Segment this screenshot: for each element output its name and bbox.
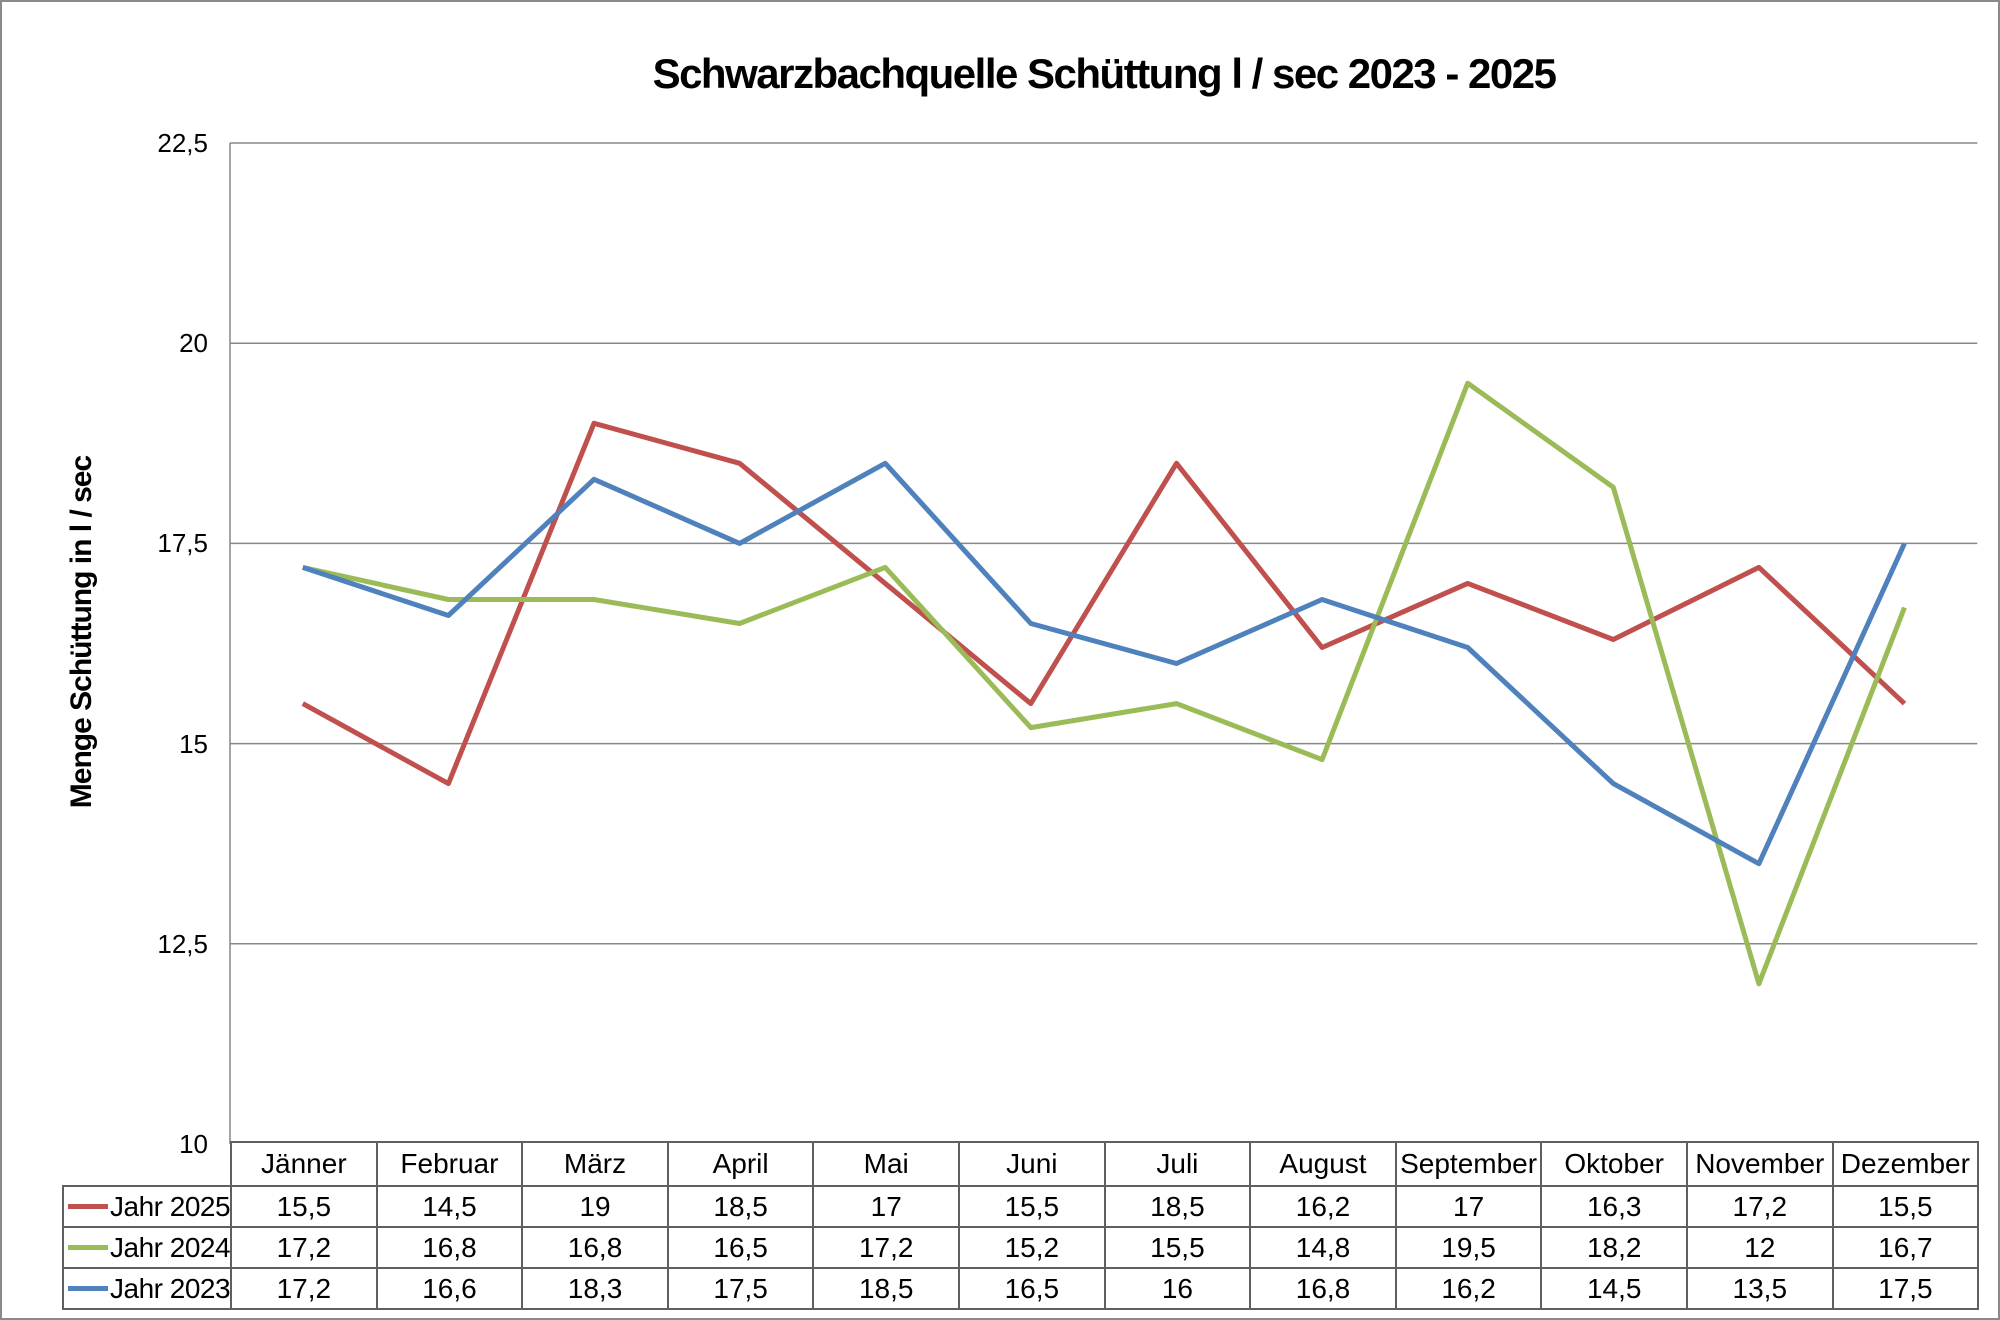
value-cell: 18,3 (521, 1267, 669, 1310)
series-name-cell: Jahr 2025 (61, 1185, 233, 1228)
value-cell: 18,5 (1103, 1185, 1252, 1228)
y-axis-tick-label: 22,5 (157, 128, 208, 158)
month-header-cell: August (1249, 1141, 1397, 1187)
value-cell: 19,5 (1394, 1226, 1543, 1269)
month-header-row: Jänner Februar März April Mai Juni Juli August S… (63, 1141, 1980, 1187)
value-cell: 15,2 (958, 1226, 1106, 1269)
month-header-cell: Oktober (1540, 1141, 1688, 1187)
value-cell: 19 (521, 1185, 669, 1228)
value-cell: 16,8 (375, 1226, 524, 1269)
value-cell: 17,5 (666, 1267, 815, 1310)
value-cell: 15,5 (958, 1185, 1106, 1228)
series-name-cell: Jahr 2024 (61, 1226, 233, 1269)
month-header-cell: Dezember (1831, 1141, 1980, 1187)
value-cell: 17,2 (230, 1226, 378, 1269)
value-cell: 14,5 (375, 1185, 524, 1228)
chart-title: Schwarzbachquelle Schüttung l / sec 2023… (652, 50, 1557, 97)
month-header-cell: Jänner (230, 1141, 378, 1187)
month-header-cell: April (666, 1141, 815, 1187)
series-row-jahr-2025: Jahr 2025 15,5 14,5 19 18,5 17 15,5 18,5 16,2 17 1… (61, 1185, 1980, 1228)
value-cell: 17,2 (1685, 1185, 1834, 1228)
value-cell: 17 (812, 1185, 961, 1228)
month-header-cell: Mai (812, 1141, 961, 1187)
value-cell: 16,5 (666, 1226, 815, 1269)
data-table-wrap: Jänner Februar März April Mai Juni Juli August S… (61, 1141, 1980, 1310)
series-row-jahr-2024: Jahr 2024 17,2 16,8 16,8 16,5 17,2 15,2 15,5 14,… (61, 1226, 1980, 1269)
month-header-cell: Februar (375, 1141, 524, 1187)
value-cell: 12 (1685, 1226, 1834, 1269)
legend-key-jahr-2025 (68, 1203, 108, 1209)
month-header-cell: November (1685, 1141, 1834, 1187)
value-cell: 16,3 (1540, 1185, 1688, 1228)
month-header-cell: März (521, 1141, 669, 1187)
table-corner-cell (63, 1142, 231, 1186)
value-cell: 16,8 (1249, 1267, 1397, 1310)
y-axis-tick-label: 17,5 (157, 528, 208, 559)
series-name-label: Jahr 2024 (110, 1231, 231, 1263)
value-cell: 16,2 (1394, 1267, 1543, 1310)
value-cell: 16,7 (1831, 1226, 1980, 1269)
series-name-cell: Jahr 2023 (61, 1267, 233, 1310)
value-cell: 15,5 (1831, 1185, 1980, 1228)
series-line-jahr-2024 (302, 380, 1907, 987)
value-cell: 17,2 (812, 1226, 961, 1269)
value-cell: 18,2 (1540, 1226, 1688, 1269)
value-cell: 16 (1103, 1267, 1252, 1310)
data-table: Jänner Februar März April Mai Juni Juli August S… (61, 1141, 1980, 1310)
value-cell: 15,5 (1103, 1226, 1252, 1269)
y-axis-tick-label: 10 (179, 1129, 208, 1159)
y-axis-tick-label: 12,5 (157, 928, 208, 959)
series-name-label: Jahr 2025 (110, 1190, 231, 1222)
value-cell: 17,5 (1831, 1267, 1980, 1310)
value-cell: 16,6 (375, 1267, 524, 1310)
month-header-cell: Juni (958, 1141, 1106, 1187)
legend-key-jahr-2024 (68, 1244, 108, 1250)
series-line-jahr-2023 (302, 460, 1907, 867)
value-cell: 18,5 (666, 1185, 815, 1228)
month-header-cell: Juli (1103, 1141, 1252, 1187)
y-axis-tick-label: 15 (179, 728, 208, 759)
value-cell: 17 (1394, 1185, 1543, 1228)
month-header-cell: September (1394, 1141, 1543, 1187)
series-row-jahr-2023: Jahr 2023 17,2 16,6 18,3 17,5 18,5 16,5 16 16,8 1… (61, 1267, 1980, 1310)
value-cell: 14,8 (1249, 1226, 1397, 1269)
series-line-jahr-2025 (301, 420, 1907, 787)
value-cell: 16,2 (1249, 1185, 1397, 1228)
value-cell: 13,5 (1685, 1267, 1834, 1310)
series-name-label: Jahr 2023 (110, 1272, 231, 1304)
value-cell: 16,5 (958, 1267, 1106, 1310)
value-cell: 14,5 (1540, 1267, 1688, 1310)
value-cell: 17,2 (230, 1267, 378, 1310)
value-cell: 18,5 (812, 1267, 961, 1310)
y-axis-tick-label: 20 (179, 328, 208, 359)
value-cell: 15,5 (230, 1185, 378, 1228)
legend-key-jahr-2023 (68, 1285, 108, 1291)
value-cell: 16,8 (521, 1226, 669, 1269)
